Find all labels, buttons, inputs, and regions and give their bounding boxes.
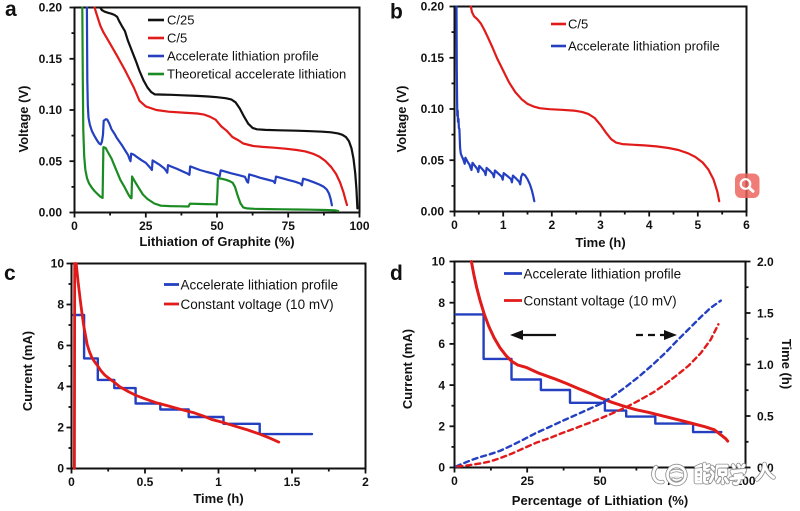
- svg-text:2: 2: [548, 218, 555, 232]
- svg-text:6: 6: [57, 339, 64, 353]
- svg-text:2: 2: [57, 421, 64, 435]
- svg-text:0.20: 0.20: [39, 1, 63, 15]
- svg-text:0: 0: [438, 461, 445, 475]
- svg-text:1.5: 1.5: [284, 475, 301, 489]
- svg-text:Current (mA): Current (mA): [400, 329, 415, 409]
- svg-text:C/5: C/5: [167, 31, 187, 46]
- svg-text:Accelerate lithiation profile: Accelerate lithiation profile: [181, 277, 339, 292]
- svg-text:0: 0: [451, 474, 458, 488]
- svg-text:0.5: 0.5: [137, 475, 154, 489]
- svg-text:0.05: 0.05: [421, 153, 445, 167]
- svg-text:Lithiation of Graphite (%): Lithiation of Graphite (%): [139, 234, 294, 249]
- svg-text:1.5: 1.5: [757, 306, 774, 320]
- svg-text:0.10: 0.10: [421, 102, 445, 116]
- svg-text:0.15: 0.15: [39, 52, 63, 66]
- svg-text:Percentage of Lithiation (%): Percentage of Lithiation (%): [512, 493, 688, 508]
- svg-text:25: 25: [139, 219, 153, 233]
- svg-text:2: 2: [362, 475, 369, 489]
- svg-text:0.10: 0.10: [39, 103, 63, 117]
- svg-text:8: 8: [438, 296, 445, 310]
- svg-text:0.00: 0.00: [421, 205, 445, 219]
- svg-text:75: 75: [282, 219, 296, 233]
- svg-text:1: 1: [215, 475, 222, 489]
- svg-text:2.0: 2.0: [757, 255, 774, 269]
- svg-text:0: 0: [57, 462, 64, 476]
- svg-text:4: 4: [57, 380, 64, 394]
- svg-text:8: 8: [57, 298, 64, 312]
- svg-text:Current (mA): Current (mA): [20, 331, 35, 411]
- svg-text:Constant voltage (10 mV): Constant voltage (10 mV): [524, 293, 677, 308]
- svg-text:a: a: [5, 0, 17, 21]
- svg-text:b: b: [390, 1, 403, 24]
- svg-text:50: 50: [210, 219, 224, 233]
- svg-text:25: 25: [521, 474, 535, 488]
- svg-text:2: 2: [438, 420, 445, 434]
- svg-text:0: 0: [451, 218, 458, 232]
- svg-text:0.5: 0.5: [757, 409, 774, 423]
- svg-text:0.20: 0.20: [421, 0, 445, 14]
- svg-text:Accelerate lithiation profile: Accelerate lithiation profile: [524, 266, 682, 281]
- svg-text:0.05: 0.05: [39, 154, 63, 168]
- svg-text:1: 1: [500, 218, 507, 232]
- svg-text:C/25: C/25: [167, 13, 194, 28]
- svg-text:Voltage (V): Voltage (V): [394, 86, 409, 153]
- svg-text:c: c: [4, 262, 16, 285]
- svg-text:0.15: 0.15: [421, 51, 445, 65]
- svg-text:5: 5: [694, 218, 701, 232]
- svg-text:Theoretical accelerate lithiat: Theoretical accelerate lithiation: [167, 67, 346, 82]
- svg-text:50: 50: [593, 474, 607, 488]
- svg-text:Accelerate lithiation profile: Accelerate lithiation profile: [167, 49, 319, 64]
- svg-text:Time (h): Time (h): [193, 491, 243, 506]
- svg-text:Time (h): Time (h): [779, 339, 794, 389]
- svg-text:10: 10: [51, 257, 65, 271]
- svg-text:0.00: 0.00: [39, 206, 63, 220]
- svg-text:4: 4: [438, 378, 445, 392]
- svg-text:0: 0: [71, 219, 78, 233]
- svg-text:6: 6: [438, 337, 445, 351]
- svg-text:4: 4: [646, 218, 653, 232]
- svg-text:3: 3: [597, 218, 604, 232]
- svg-text:100: 100: [349, 219, 369, 233]
- svg-text:10: 10: [432, 255, 446, 269]
- svg-text:Time (h): Time (h): [575, 235, 625, 250]
- svg-text:C/5: C/5: [568, 17, 588, 32]
- svg-text:d: d: [390, 262, 403, 285]
- svg-text:Constant voltage (10 mV): Constant voltage (10 mV): [181, 297, 334, 312]
- svg-text:Voltage (V): Voltage (V): [16, 86, 31, 153]
- svg-text:0: 0: [68, 475, 75, 489]
- svg-text:6: 6: [743, 218, 750, 232]
- svg-text:1.0: 1.0: [757, 358, 774, 372]
- svg-text:Accelerate lithiation profile: Accelerate lithiation profile: [568, 39, 720, 54]
